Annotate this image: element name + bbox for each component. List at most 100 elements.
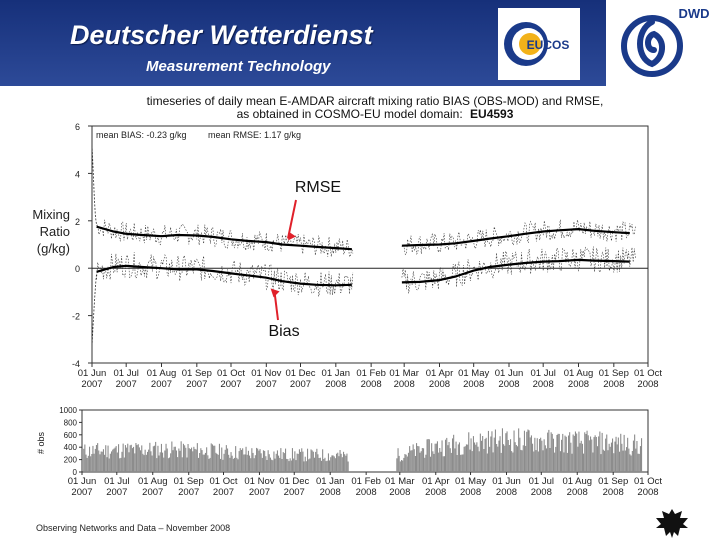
obs-bar bbox=[417, 446, 419, 472]
obs-bar bbox=[547, 432, 549, 472]
obs-bar bbox=[619, 451, 621, 472]
obs-bar bbox=[282, 452, 284, 472]
obs-bar bbox=[573, 435, 575, 472]
obs-y-tick-label: 200 bbox=[64, 456, 78, 465]
obs-bar bbox=[457, 444, 459, 472]
obs-bar bbox=[636, 441, 638, 472]
x-tick-year: 2007 bbox=[290, 379, 311, 390]
obs-bar bbox=[412, 444, 414, 472]
obs-bar bbox=[544, 445, 546, 472]
page-subtitle: Measurement Technology bbox=[146, 58, 331, 75]
obs-bar bbox=[545, 448, 547, 472]
obs-bar bbox=[222, 459, 224, 472]
obs-bar bbox=[209, 457, 211, 472]
obs-bar bbox=[571, 453, 573, 472]
obs-bar bbox=[542, 450, 544, 472]
obs-bar bbox=[258, 450, 260, 472]
obs-bar bbox=[254, 455, 256, 472]
obs-x-tick-year: 2008 bbox=[425, 487, 446, 498]
x-tick-label: 01 Nov bbox=[251, 368, 281, 379]
obs-bar bbox=[428, 439, 430, 472]
obs-bar bbox=[535, 450, 537, 472]
obs-bar bbox=[427, 439, 429, 472]
obs-bar bbox=[398, 455, 400, 472]
obs-bar bbox=[121, 451, 123, 472]
obs-bar bbox=[169, 457, 171, 472]
obs-bar bbox=[580, 440, 582, 472]
obs-y-axis-label: # obs bbox=[36, 431, 46, 454]
obs-bar bbox=[506, 431, 508, 472]
obs-bar bbox=[210, 443, 212, 472]
obs-bar bbox=[639, 446, 641, 472]
obs-bar bbox=[464, 446, 466, 472]
obs-bar bbox=[208, 458, 210, 472]
obs-bar bbox=[281, 459, 283, 472]
obs-plot-frame bbox=[81, 409, 649, 473]
obs-x-tick-year: 2008 bbox=[531, 487, 552, 498]
x-tick-label: 01 Feb bbox=[356, 368, 386, 379]
x-tick-year: 2007 bbox=[256, 379, 277, 390]
obs-bar bbox=[252, 452, 254, 472]
x-tick-label: 01 Sep bbox=[599, 368, 629, 379]
obs-bar bbox=[554, 452, 556, 472]
obs-bar bbox=[520, 449, 522, 472]
x-tick-year: 2008 bbox=[325, 379, 346, 390]
obs-bar bbox=[115, 446, 117, 472]
obs-bar bbox=[300, 451, 302, 472]
obs-bar bbox=[344, 454, 346, 472]
obs-bar bbox=[231, 455, 233, 472]
obs-bar bbox=[561, 439, 563, 472]
obs-bar bbox=[445, 439, 447, 472]
obs-bar bbox=[280, 448, 282, 472]
obs-bar bbox=[486, 453, 488, 472]
obs-y-tick-label: 400 bbox=[64, 443, 78, 452]
obs-bar bbox=[556, 435, 558, 472]
obs-bar bbox=[324, 457, 326, 472]
obs-bar bbox=[590, 436, 592, 472]
obs-bar bbox=[180, 441, 182, 472]
obs-bar bbox=[307, 448, 309, 472]
obs-bar bbox=[413, 449, 415, 472]
obs-bar bbox=[566, 452, 568, 472]
obs-bar bbox=[238, 451, 240, 472]
obs-bar bbox=[421, 448, 423, 472]
obs-bar bbox=[273, 451, 275, 472]
header-banner: Deutscher Wetterdienst Measurement Techn… bbox=[0, 0, 720, 86]
obs-bar bbox=[316, 448, 318, 472]
obs-bar bbox=[432, 451, 434, 472]
obs-bar bbox=[268, 454, 270, 472]
obs-bar bbox=[430, 456, 432, 472]
obs-bar bbox=[145, 454, 147, 472]
obs-x-tick-year: 2007 bbox=[142, 487, 163, 498]
obs-bar bbox=[441, 440, 443, 472]
obs-bar bbox=[235, 446, 237, 472]
obs-bar bbox=[225, 445, 227, 472]
obs-bar bbox=[276, 450, 278, 472]
obs-bar bbox=[256, 447, 258, 472]
x-tick-label: 01 Sep bbox=[182, 368, 212, 379]
obs-bar bbox=[426, 439, 428, 472]
mean-bias-stat: mean BIAS: -0.23 g/kg bbox=[96, 130, 187, 140]
obs-bar bbox=[137, 444, 139, 472]
obs-bar bbox=[290, 460, 292, 472]
obs-bar bbox=[173, 446, 175, 472]
x-tick-year: 2008 bbox=[568, 379, 589, 390]
obs-bar bbox=[583, 453, 585, 472]
obs-bar bbox=[527, 429, 529, 472]
obs-bar bbox=[213, 445, 215, 472]
obs-bar bbox=[403, 457, 405, 472]
y-tick-label: 2 bbox=[75, 217, 80, 227]
x-tick-label: 01 Jul bbox=[531, 368, 556, 379]
obs-bar bbox=[287, 459, 289, 472]
rmse-annotation-label: RMSE bbox=[295, 179, 341, 196]
obs-bar bbox=[264, 450, 266, 472]
obs-bar bbox=[87, 455, 89, 472]
obs-bar bbox=[315, 451, 317, 472]
obs-bar bbox=[450, 452, 452, 472]
obs-bar bbox=[557, 433, 559, 472]
x-tick-label: 01 Oct bbox=[634, 368, 662, 379]
obs-bar bbox=[162, 452, 164, 472]
obs-bar bbox=[297, 453, 299, 472]
obs-bar bbox=[483, 449, 485, 472]
